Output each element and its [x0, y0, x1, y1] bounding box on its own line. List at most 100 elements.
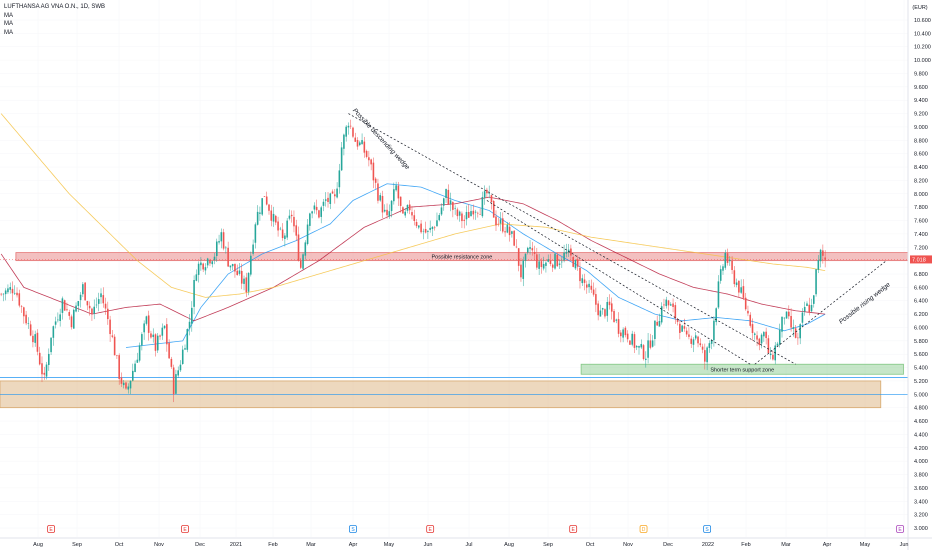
axis-currency-label: (EUR): [912, 5, 927, 11]
y-tick-label: 5.800: [914, 339, 928, 345]
y-tick-label: 7.400: [914, 232, 928, 238]
candle-body: [191, 307, 193, 324]
candle-body: [608, 301, 611, 306]
candle-body: [508, 226, 511, 236]
candle-body: [399, 196, 402, 206]
candle-body: [490, 195, 493, 203]
indicator-ma-1[interactable]: MA: [4, 12, 13, 19]
candle-body: [100, 293, 102, 298]
candle-body: [343, 134, 345, 149]
candle-body: [181, 349, 184, 365]
candle-body: [354, 137, 357, 142]
candle-body: [359, 142, 361, 146]
candle-body: [454, 208, 456, 209]
candle-body: [495, 216, 497, 226]
x-tick-label: 2021: [230, 542, 242, 548]
indicator-ma-3[interactable]: MA: [4, 29, 13, 36]
candle-body: [0, 293, 2, 295]
event-marker[interactable]: D: [639, 525, 648, 534]
candle-body: [665, 299, 668, 307]
candle-body: [797, 337, 799, 339]
x-tick-label: Apr: [349, 542, 358, 548]
candles: [0, 119, 826, 403]
moving-average-line: [125, 183, 826, 348]
candle-body: [654, 320, 656, 339]
candle-body: [304, 242, 307, 256]
candle-body: [813, 295, 815, 304]
candle-body: [365, 150, 368, 157]
candle-body: [331, 191, 334, 194]
candle-body: [529, 247, 531, 249]
candle-body: [231, 264, 234, 267]
event-marker[interactable]: E: [47, 525, 55, 534]
candle-body: [215, 241, 218, 257]
y-tick-label: 6.200: [914, 312, 928, 318]
price-axis[interactable]: (EUR) 3.000 3.200 3.400 3.600 3.800 4.000 4.200…: [907, 0, 932, 550]
candle-body: [499, 219, 502, 224]
x-tick-label: Jul: [465, 542, 472, 548]
event-marker[interactable]: E: [896, 525, 904, 534]
candle-body: [467, 211, 470, 218]
candle-body: [803, 306, 806, 312]
candle-body: [272, 213, 275, 222]
candle-body: [647, 340, 649, 358]
candle-body: [290, 214, 293, 217]
event-marker[interactable]: E: [569, 525, 578, 534]
candle-body: [672, 303, 674, 307]
candle-body: [211, 261, 214, 265]
candle-body: [579, 267, 581, 282]
candle-body: [506, 224, 509, 233]
candle-body: [522, 260, 525, 279]
candle-body: [526, 247, 529, 253]
event-marker-box: [181, 525, 189, 533]
candle-body: [245, 277, 248, 293]
y-tick-label: 10.400: [914, 31, 931, 37]
candle-body: [749, 314, 752, 326]
x-tick-label: May: [860, 542, 871, 548]
candle-body: [427, 230, 429, 232]
candle-body: [154, 334, 157, 351]
event-marker[interactable]: S: [349, 525, 357, 534]
candle-body: [722, 266, 724, 271]
event-marker[interactable]: E: [181, 525, 189, 534]
candle-body: [536, 254, 538, 268]
candle-body: [429, 227, 431, 230]
candle-body: [660, 306, 663, 323]
candle-body: [302, 254, 304, 269]
candle-body: [395, 185, 397, 191]
candle-body: [29, 324, 32, 336]
candle-body: [147, 315, 150, 333]
candle-body: [431, 226, 434, 230]
event-marker[interactable]: E: [426, 525, 435, 534]
candle-body: [806, 303, 808, 307]
x-tick-label: Jun: [900, 542, 909, 548]
candle-body: [259, 212, 261, 214]
candle-body: [36, 332, 39, 352]
x-tick-label: Apr: [823, 542, 832, 548]
candle-body: [134, 363, 136, 373]
time-axis[interactable]: Aug Sep Oct Nov Dec 2021 Feb Mar Apr May Jun Jul Aug…: [0, 537, 932, 548]
candle-body: [599, 310, 602, 317]
candle-body: [561, 261, 563, 263]
candle-body: [161, 327, 164, 336]
y-tick-label: 5.000: [914, 392, 928, 398]
x-tick-label: Nov: [154, 542, 164, 548]
candle-body: [120, 377, 123, 384]
candle-body: [256, 211, 259, 225]
trendline: [754, 260, 887, 365]
candle-body: [738, 280, 740, 293]
symbol-title[interactable]: LUFTHANSA AG VNA O.N., 1D, SWB: [4, 4, 106, 10]
candle-body: [801, 312, 804, 323]
candle-body: [783, 317, 786, 319]
candle-body: [408, 204, 411, 211]
moving-averages: [0, 113, 826, 348]
indicator-ma-2[interactable]: MA: [4, 21, 13, 27]
candle-body: [75, 305, 77, 312]
candle-body: [118, 355, 120, 379]
event-marker[interactable]: S: [703, 525, 712, 534]
candle-body: [402, 207, 404, 214]
candle-body: [576, 259, 579, 267]
